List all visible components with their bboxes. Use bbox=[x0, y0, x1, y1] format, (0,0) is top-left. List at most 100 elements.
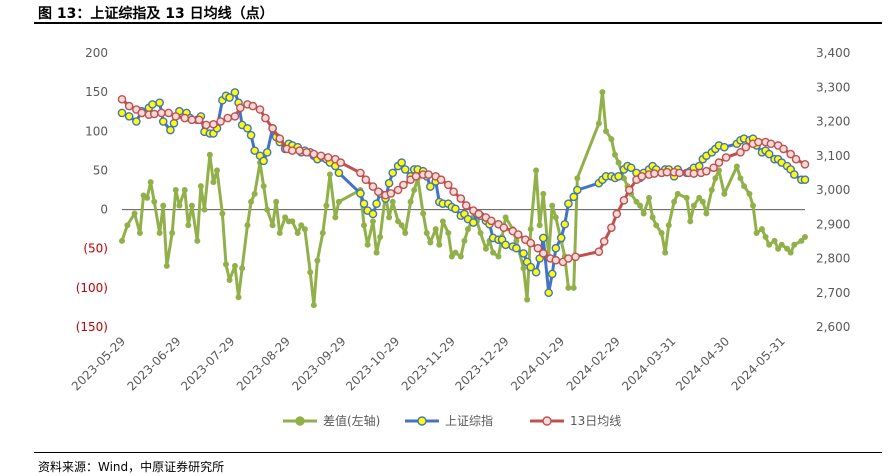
diff-series-point bbox=[646, 194, 653, 201]
index-series-point bbox=[262, 148, 272, 157]
diff-series-point bbox=[464, 226, 471, 233]
diff-series-point bbox=[402, 230, 409, 237]
index-series-point bbox=[400, 165, 410, 174]
ma-series-point bbox=[194, 115, 204, 125]
diff-series-point bbox=[513, 237, 520, 244]
left-tick-label: (50) bbox=[83, 242, 108, 256]
diff-series-point bbox=[244, 222, 251, 229]
diff-series-point bbox=[294, 230, 301, 237]
diff-series-point bbox=[665, 222, 672, 229]
diff-series-point bbox=[423, 230, 430, 237]
diff-series-point bbox=[398, 222, 405, 229]
diff-series-point bbox=[326, 171, 333, 178]
ma-series-point bbox=[612, 209, 622, 219]
ma-series-point bbox=[302, 148, 311, 157]
diff-series-point bbox=[746, 190, 753, 197]
diff-series-point bbox=[185, 222, 192, 229]
ma-series-point bbox=[230, 112, 240, 121]
diff-series-point bbox=[395, 218, 402, 225]
diff-series-point bbox=[206, 151, 213, 158]
diff-series-point bbox=[671, 198, 678, 205]
ma-series-point bbox=[288, 146, 297, 155]
ma-series-point bbox=[619, 195, 629, 205]
ma-series-point bbox=[607, 223, 616, 232]
diff-series-point bbox=[373, 249, 380, 256]
index-series-point bbox=[531, 267, 541, 277]
legend-swatch-marker bbox=[417, 416, 427, 426]
index-series-point bbox=[573, 185, 582, 195]
ma-series-point bbox=[449, 187, 458, 197]
diff-series-point bbox=[235, 294, 242, 301]
diff-series-point bbox=[176, 202, 183, 209]
diff-series-point bbox=[301, 226, 308, 233]
index-series-point bbox=[250, 146, 259, 155]
diff-series-point bbox=[389, 198, 396, 205]
diff-series-point bbox=[239, 265, 246, 272]
diff-series-point bbox=[574, 175, 581, 182]
ma-series-point bbox=[368, 182, 378, 191]
diff-series-point bbox=[144, 194, 151, 201]
diff-series-point bbox=[787, 249, 794, 256]
index-series-point bbox=[538, 233, 548, 243]
diff-series-point bbox=[335, 198, 342, 205]
diff-series-point bbox=[377, 233, 384, 240]
index-series-point bbox=[117, 108, 127, 118]
left-tick-label: (150) bbox=[76, 320, 108, 334]
ma-series-point bbox=[571, 252, 580, 262]
ma-series-point bbox=[766, 139, 776, 149]
ma-series-point bbox=[741, 142, 751, 152]
index-series-point bbox=[148, 100, 157, 109]
left-tick-label: 200 bbox=[85, 46, 108, 60]
index-series-point bbox=[426, 182, 435, 191]
diff-series-point bbox=[595, 120, 602, 127]
ma-series-point bbox=[309, 149, 319, 159]
diff-series-point bbox=[552, 214, 559, 221]
diff-series-point bbox=[540, 190, 547, 197]
ma-series-point bbox=[533, 243, 543, 253]
index-series-point bbox=[560, 219, 570, 229]
ma-series-point bbox=[662, 167, 672, 177]
index-series-point bbox=[243, 124, 252, 133]
index-series-point bbox=[230, 88, 240, 97]
x-tick-label: 2024-05-31 bbox=[729, 334, 788, 393]
index-series-point bbox=[225, 93, 234, 102]
x-axis-ticks: 2023-05-292023-06-292023-07-292023-08-29… bbox=[69, 334, 788, 393]
right-tick-label: 3,200 bbox=[816, 115, 850, 129]
left-tick-label: (100) bbox=[76, 281, 108, 295]
index-series-point bbox=[551, 243, 561, 253]
diff-series-point bbox=[762, 233, 769, 240]
diff-series-point bbox=[439, 218, 446, 225]
ma-series-point bbox=[721, 153, 731, 162]
diff-series-point bbox=[633, 198, 640, 205]
diff-series-point bbox=[369, 218, 376, 225]
diff-series-point bbox=[172, 186, 179, 193]
ma-series-point bbox=[316, 151, 326, 161]
x-tick-label: 2024-04-30 bbox=[673, 334, 732, 393]
ma-series-point bbox=[275, 134, 285, 143]
index-series-point bbox=[564, 199, 573, 208]
legend-swatch-marker bbox=[295, 416, 305, 426]
ma-series-point bbox=[187, 115, 197, 125]
diff-series-point bbox=[411, 186, 418, 193]
ma-series-point bbox=[336, 158, 346, 167]
legend: 差值(左轴) 上证综指 13日均线 bbox=[283, 413, 621, 428]
diff-series-point bbox=[131, 210, 138, 217]
ma-series-point bbox=[255, 105, 265, 114]
legend-label: 上证综指 bbox=[445, 413, 493, 428]
right-tick-label: 2,600 bbox=[816, 320, 850, 334]
ma-series-point bbox=[124, 101, 134, 111]
diff-series-point bbox=[124, 222, 131, 229]
ma-series-point bbox=[436, 175, 446, 185]
legend-swatch-marker bbox=[542, 416, 552, 426]
index-series-point bbox=[384, 178, 394, 188]
x-tick-label: 2023-08-29 bbox=[234, 334, 293, 393]
left-tick-label: 0 bbox=[100, 203, 108, 217]
diff-series-point bbox=[750, 202, 757, 209]
diff-series-point bbox=[708, 186, 715, 193]
x-tick-label: 2024-02-29 bbox=[564, 334, 623, 393]
diff-series-point bbox=[452, 249, 459, 256]
left-tick-label: 100 bbox=[85, 124, 108, 138]
ma-series-point bbox=[486, 216, 496, 226]
diff-series-point bbox=[784, 245, 791, 252]
x-tick-label: 2024-01-29 bbox=[508, 334, 567, 393]
